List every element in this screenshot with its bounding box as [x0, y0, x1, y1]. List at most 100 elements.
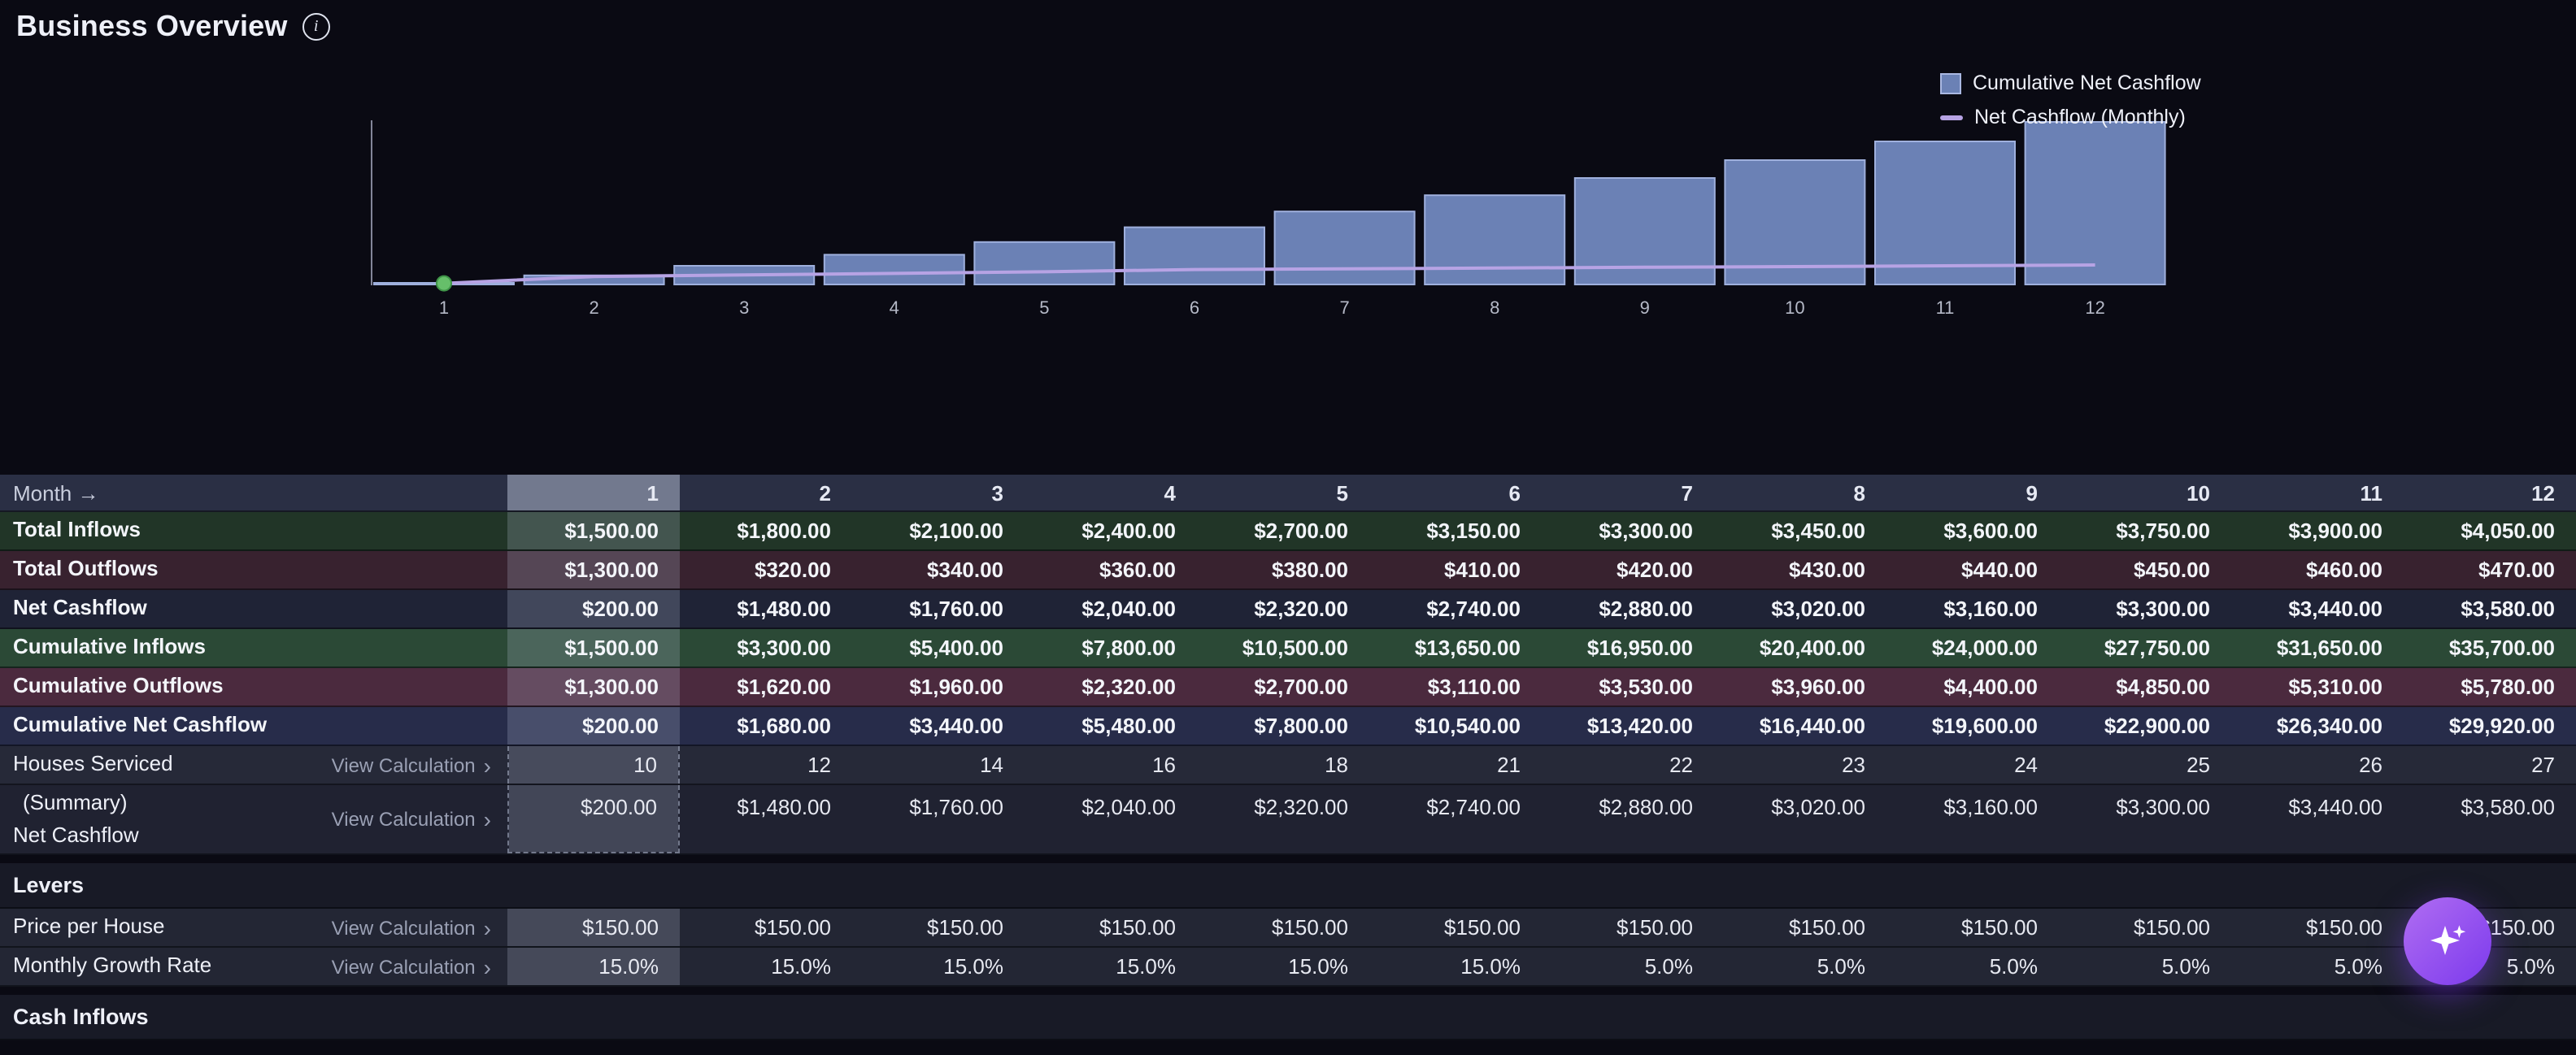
table-cell[interactable]: $150.00 [507, 909, 680, 946]
table-cell[interactable]: $7,800.00 [1081, 636, 1176, 660]
info-icon[interactable]: i [302, 13, 330, 41]
table-cell[interactable]: $380.00 [1272, 558, 1348, 582]
table-cell[interactable]: $4,400.00 [1943, 675, 2038, 699]
table-cell[interactable]: 14 [980, 753, 1003, 777]
table-cell[interactable]: $3,300.00 [2116, 795, 2210, 819]
table-cell[interactable]: $2,700.00 [1254, 675, 1348, 699]
table-cell[interactable]: $2,740.00 [1426, 597, 1521, 621]
table-cell[interactable]: $16,950.00 [1586, 636, 1693, 660]
table-cell[interactable]: $3,530.00 [1599, 675, 1693, 699]
table-cell[interactable]: $2,100.00 [909, 519, 1003, 543]
table-cell[interactable]: $31,650.00 [2276, 636, 2382, 660]
table-cell[interactable]: 5.0% [1644, 954, 1693, 979]
table-cell[interactable]: $150.00 [1444, 915, 1521, 940]
table-cell[interactable]: $3,160.00 [1943, 795, 2038, 819]
table-cell[interactable]: $4,050.00 [2461, 519, 2555, 543]
table-cell[interactable]: 16 [1152, 753, 1176, 777]
table-cell[interactable]: $5,400.00 [909, 636, 1003, 660]
chart-bar-month-7[interactable] [1273, 211, 1416, 286]
table-cell[interactable]: 10 [507, 746, 680, 784]
table-cell[interactable]: $5,480.00 [1081, 714, 1176, 738]
table-cell[interactable]: $1,480.00 [737, 795, 831, 819]
table-cell[interactable]: $2,040.00 [1081, 795, 1176, 819]
chart-bar-month-5[interactable] [973, 241, 1116, 285]
table-cell[interactable]: $150.00 [1272, 915, 1348, 940]
month-column-header-10[interactable]: 10 [2187, 480, 2210, 505]
month-column-header-1[interactable]: 1 [507, 475, 680, 510]
table-cell[interactable]: $3,580.00 [2461, 597, 2555, 621]
month-column-header-4[interactable]: 4 [1164, 480, 1176, 505]
table-cell[interactable]: $1,960.00 [909, 675, 1003, 699]
table-cell[interactable]: $3,450.00 [1771, 519, 1865, 543]
table-cell[interactable]: $2,040.00 [1081, 597, 1176, 621]
table-cell[interactable]: $200.00 [507, 707, 680, 745]
table-cell[interactable]: 22 [1669, 753, 1693, 777]
table-cell[interactable]: $470.00 [2478, 558, 2555, 582]
table-cell[interactable]: $3,440.00 [2288, 597, 2382, 621]
view-calculation-link[interactable]: View Calculation › [331, 806, 491, 832]
table-cell[interactable]: $1,760.00 [909, 597, 1003, 621]
table-cell[interactable]: $200.00 [507, 785, 680, 853]
table-cell[interactable]: $3,300.00 [737, 636, 831, 660]
table-cell[interactable]: $26,340.00 [2276, 714, 2382, 738]
view-calculation-link[interactable]: View Calculation › [331, 752, 491, 778]
table-cell[interactable]: $4,850.00 [2116, 675, 2210, 699]
table-cell[interactable]: $7,800.00 [1254, 714, 1348, 738]
table-cell[interactable]: 5.0% [1817, 954, 1865, 979]
month-column-header-12[interactable]: 12 [2531, 480, 2555, 505]
table-cell[interactable]: 26 [2359, 753, 2382, 777]
table-cell[interactable]: 5.0% [2334, 954, 2382, 979]
table-cell[interactable]: $22,900.00 [2104, 714, 2210, 738]
table-cell[interactable]: $13,650.00 [1414, 636, 1521, 660]
table-cell[interactable]: $3,440.00 [909, 714, 1003, 738]
table-cell[interactable]: $440.00 [1961, 558, 2038, 582]
table-cell[interactable]: $3,900.00 [2288, 519, 2382, 543]
table-cell[interactable]: 15.0% [1116, 954, 1176, 979]
table-cell[interactable]: 18 [1325, 753, 1348, 777]
table-cell[interactable]: 5.0% [2506, 954, 2555, 979]
table-cell[interactable]: $150.00 [1961, 915, 2038, 940]
table-cell[interactable]: $450.00 [2134, 558, 2210, 582]
table-cell[interactable]: $10,500.00 [1242, 636, 1348, 660]
chart-bar-month-10[interactable] [1724, 159, 1866, 285]
table-cell[interactable]: $3,580.00 [2461, 795, 2555, 819]
table-cell[interactable]: $24,000.00 [1931, 636, 2038, 660]
table-cell[interactable]: $2,880.00 [1599, 795, 1693, 819]
table-cell[interactable]: $460.00 [2306, 558, 2382, 582]
table-cell[interactable]: $2,320.00 [1254, 795, 1348, 819]
table-cell[interactable]: $150.00 [2134, 915, 2210, 940]
table-cell[interactable]: $1,760.00 [909, 795, 1003, 819]
table-cell[interactable]: $35,700.00 [2448, 636, 2555, 660]
table-cell[interactable]: 25 [2187, 753, 2210, 777]
table-cell[interactable]: $150.00 [755, 915, 831, 940]
table-cell[interactable]: $27,750.00 [2104, 636, 2210, 660]
month-column-header-7[interactable]: 7 [1681, 480, 1693, 505]
table-cell[interactable]: $1,300.00 [507, 551, 680, 588]
table-cell[interactable]: $10,540.00 [1414, 714, 1521, 738]
table-cell[interactable]: $3,020.00 [1771, 597, 1865, 621]
chart-bar-month-12[interactable] [2024, 121, 2166, 285]
table-cell[interactable]: $5,780.00 [2461, 675, 2555, 699]
table-cell[interactable]: $2,400.00 [1081, 519, 1176, 543]
table-cell[interactable]: $150.00 [927, 915, 1003, 940]
table-cell[interactable]: 5.0% [2161, 954, 2210, 979]
table-cell[interactable]: $340.00 [927, 558, 1003, 582]
chart-bar-month-4[interactable] [823, 254, 965, 285]
table-cell[interactable]: $3,600.00 [1943, 519, 2038, 543]
table-cell[interactable]: $16,440.00 [1759, 714, 1865, 738]
table-cell[interactable]: $29,920.00 [2448, 714, 2555, 738]
month-column-header-5[interactable]: 5 [1336, 480, 1348, 505]
table-cell[interactable]: $1,800.00 [737, 519, 831, 543]
table-cell[interactable]: $3,150.00 [1426, 519, 1521, 543]
table-cell[interactable]: $360.00 [1099, 558, 1176, 582]
table-cell[interactable]: $3,960.00 [1771, 675, 1865, 699]
chart-bar-month-6[interactable] [1124, 226, 1265, 286]
month-column-header-9[interactable]: 9 [2026, 480, 2038, 505]
table-cell[interactable]: $150.00 [1617, 915, 1693, 940]
table-cell[interactable]: 15.0% [1460, 954, 1521, 979]
table-cell[interactable]: $3,300.00 [1599, 519, 1693, 543]
view-calculation-link[interactable]: View Calculation › [331, 914, 491, 940]
table-cell[interactable]: $2,880.00 [1599, 597, 1693, 621]
legend-item-net-cashflow-monthly[interactable]: Net Cashflow (Monthly) [1940, 106, 2201, 128]
table-cell[interactable]: $1,500.00 [507, 512, 680, 549]
